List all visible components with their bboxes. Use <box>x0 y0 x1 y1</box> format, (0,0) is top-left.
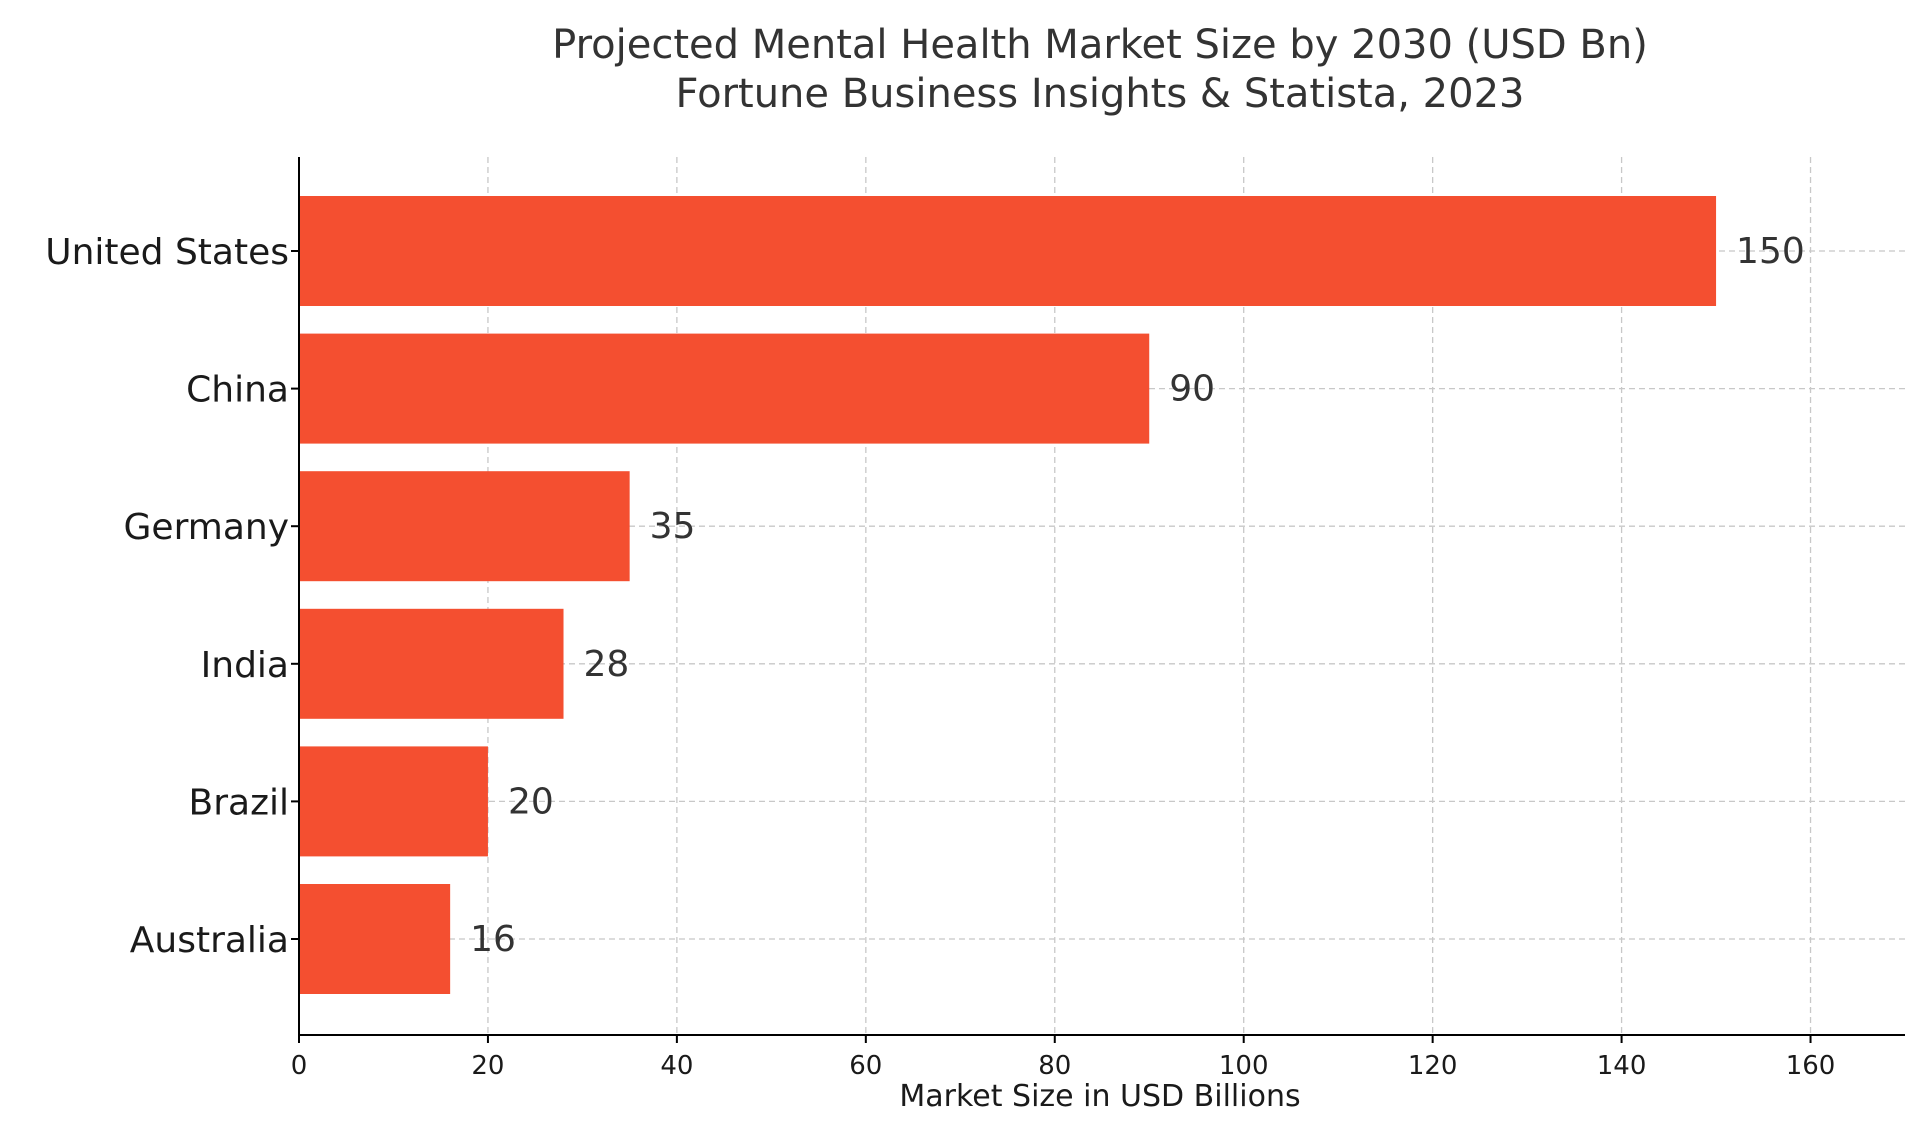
x-axis-title: Market Size in USD Billions <box>899 1079 1300 1114</box>
category-label-3: India <box>201 645 289 686</box>
category-label-1: China <box>186 370 289 411</box>
bar-2 <box>299 471 630 582</box>
category-label-0: United States <box>45 232 289 273</box>
x-tick-label-0: 0 <box>291 1051 308 1081</box>
x-tick-label-2: 40 <box>660 1051 693 1081</box>
x-tick-label-5: 100 <box>1219 1051 1269 1081</box>
category-label-5: Australia <box>130 920 289 961</box>
bar-0 <box>299 196 1717 306</box>
x-tick-label-1: 20 <box>471 1051 504 1081</box>
x-tick-label-7: 140 <box>1597 1051 1647 1081</box>
bars <box>299 196 1717 994</box>
category-label-4: Brazil <box>189 782 289 823</box>
x-tick-label-3: 60 <box>849 1051 882 1081</box>
bar-value-label-0: 150 <box>1736 231 1805 272</box>
chart-title: Projected Mental Health Market Size by 2… <box>552 22 1648 68</box>
bar-value-label-3: 28 <box>584 644 630 685</box>
bar-3 <box>299 608 564 719</box>
bar-value-label-1: 90 <box>1169 369 1215 410</box>
x-tick-label-4: 80 <box>1038 1051 1071 1081</box>
x-tick-label-6: 120 <box>1408 1051 1458 1081</box>
bar-5 <box>299 884 451 994</box>
bar-value-label-5: 16 <box>470 919 516 960</box>
bar-value-label-4: 20 <box>508 781 554 822</box>
x-tick-label-8: 160 <box>1786 1051 1836 1081</box>
data-labels: 150 90 35 28 20 16 <box>470 231 1805 960</box>
bar-4 <box>299 746 488 857</box>
category-label-2: Germany <box>124 507 289 548</box>
bar-value-label-2: 35 <box>650 506 696 547</box>
chart-subtitle: Fortune Business Insights & Statista, 20… <box>676 71 1525 117</box>
bar-1 <box>299 333 1150 444</box>
axes: 0 20 40 60 80 100 120 140 160 United States China G… <box>45 157 1905 1081</box>
